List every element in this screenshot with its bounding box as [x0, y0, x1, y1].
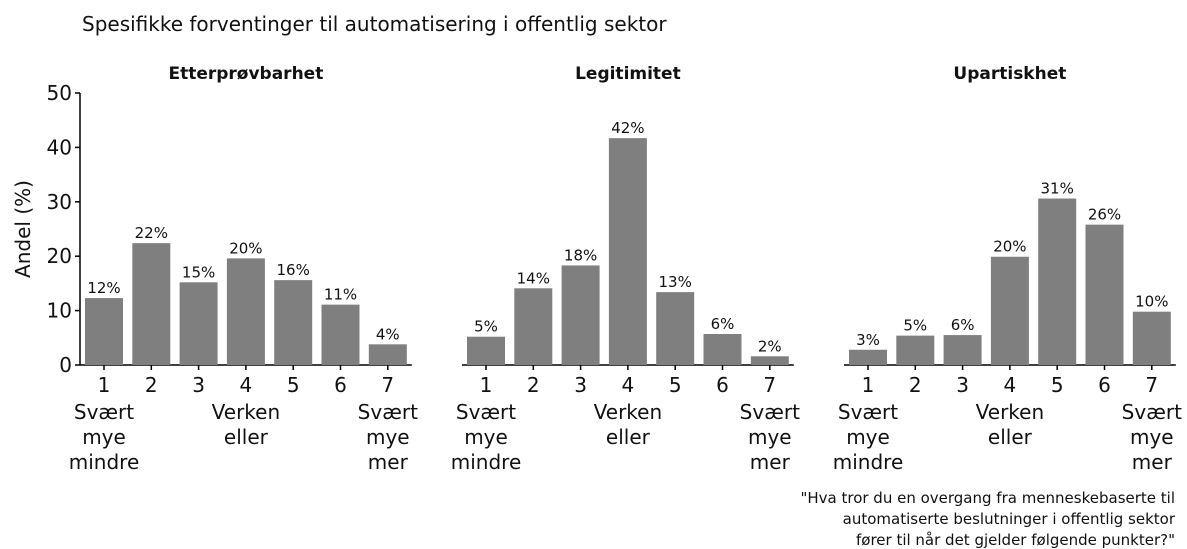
x-tick-label: 7 [381, 373, 394, 397]
value-label: 22% [135, 224, 168, 242]
value-label: 3% [856, 331, 880, 349]
value-label: 2% [758, 337, 782, 355]
x-tick-label: 2 [527, 373, 540, 397]
category-note: Svært mye mindre [69, 400, 140, 474]
x-tick-label: 7 [1145, 373, 1158, 397]
bar [703, 333, 742, 365]
value-label: 6% [711, 315, 735, 333]
category-note: Verken eller [594, 400, 663, 449]
y-axis-label: Andel (%) [11, 180, 35, 278]
category-note: Svært mye mindre [833, 400, 904, 474]
value-label: 31% [1041, 180, 1074, 198]
bar [943, 335, 982, 365]
value-label: 10% [1135, 293, 1168, 311]
value-label: 14% [517, 269, 550, 287]
value-label: 42% [611, 119, 644, 137]
facet-title: Etterprøvbarhet [168, 64, 323, 84]
bar [132, 243, 171, 365]
x-tick-label: 4 [240, 373, 253, 397]
x-tick-label: 6 [716, 373, 729, 397]
y-tick-label: 10 [47, 299, 72, 323]
y-tick-label: 0 [59, 353, 72, 377]
x-tick-label: 2 [145, 373, 158, 397]
bar [608, 138, 647, 365]
bar [1085, 224, 1124, 365]
facet-title: Legitimitet [575, 64, 681, 84]
x-tick-label: 5 [669, 373, 682, 397]
value-label: 11% [324, 286, 357, 304]
x-tick-label: 3 [192, 373, 205, 397]
y-tick-label: 20 [47, 244, 72, 268]
x-tick-label: 7 [763, 373, 776, 397]
x-tick-label: 3 [956, 373, 969, 397]
y-tick-label: 50 [47, 81, 72, 105]
x-tick-label: 1 [480, 373, 493, 397]
value-label: 4% [376, 325, 400, 343]
bar [321, 304, 360, 365]
bar [226, 258, 265, 365]
value-label: 15% [182, 263, 215, 281]
x-tick-label: 5 [1051, 373, 1064, 397]
value-label: 5% [903, 317, 927, 335]
x-tick-label: 5 [287, 373, 300, 397]
value-label: 20% [229, 239, 262, 257]
bar [179, 282, 218, 365]
bar [990, 256, 1029, 365]
x-tick-label: 6 [334, 373, 347, 397]
bar [656, 292, 695, 365]
bar [85, 298, 123, 365]
bar [1038, 198, 1077, 365]
category-note: Svært mye mer [740, 400, 800, 474]
bar [849, 349, 887, 365]
y-tick-label: 30 [47, 190, 72, 214]
bar [1132, 311, 1171, 365]
facet-title: Upartiskhet [953, 64, 1066, 84]
value-label: 6% [951, 316, 975, 334]
x-tick-label: 4 [622, 373, 635, 397]
chart-title: Spesifikke forventinger til automatiseri… [82, 12, 667, 36]
value-label: 13% [659, 273, 692, 291]
bar [750, 356, 789, 365]
category-note: Verken eller [976, 400, 1045, 449]
value-label: 18% [564, 246, 597, 264]
x-tick-label: 2 [909, 373, 922, 397]
bar [368, 344, 407, 365]
x-tick-label: 3 [574, 373, 587, 397]
bar [467, 336, 505, 365]
x-tick-label: 1 [862, 373, 875, 397]
bar [896, 335, 935, 365]
bar [274, 280, 313, 365]
value-label: 26% [1088, 206, 1121, 224]
value-label: 16% [277, 261, 310, 279]
x-tick-label: 6 [1098, 373, 1111, 397]
caption: "Hva tror du en overgang fra menneskebas… [800, 489, 1175, 549]
value-label: 20% [993, 238, 1026, 256]
category-note: Svært mye mer [358, 400, 418, 474]
category-note: Verken eller [212, 400, 281, 449]
x-tick-label: 1 [98, 373, 111, 397]
y-tick-label: 40 [47, 135, 72, 159]
value-label: 12% [87, 279, 120, 297]
category-note: Svært mye mer [1122, 400, 1182, 474]
bar [514, 288, 553, 365]
bar [561, 265, 600, 365]
x-tick-label: 4 [1004, 373, 1017, 397]
value-label: 5% [474, 318, 498, 336]
category-note: Svært mye mindre [451, 400, 522, 474]
